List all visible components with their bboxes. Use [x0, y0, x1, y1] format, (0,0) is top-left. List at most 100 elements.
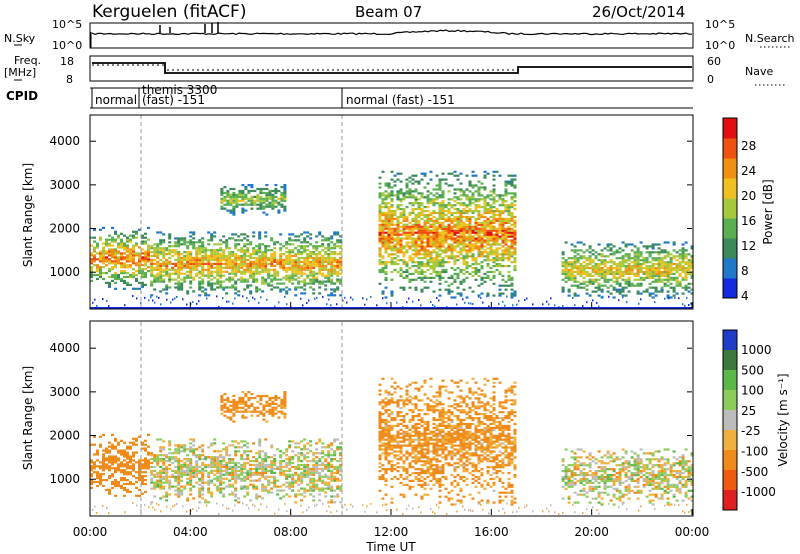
velocity-cell	[174, 493, 178, 496]
power-cell	[474, 221, 478, 224]
velocity-cell	[222, 463, 226, 467]
power-cell	[198, 245, 202, 248]
power-cell	[147, 248, 150, 251]
power-cell	[198, 241, 202, 244]
power-cell	[666, 251, 670, 254]
power-cell	[606, 290, 610, 293]
power-cell	[327, 270, 331, 273]
power-cell	[450, 172, 454, 175]
power-cell	[228, 254, 232, 258]
velocity-cell	[90, 480, 93, 484]
power-cell	[582, 265, 586, 268]
power-cell	[462, 202, 466, 205]
power-cell	[393, 174, 397, 177]
power-cell	[435, 265, 439, 268]
velocity-cell	[108, 490, 111, 493]
power-cell	[447, 219, 451, 222]
power-cell	[426, 215, 430, 219]
power-cell	[189, 231, 193, 234]
power-cell	[126, 283, 129, 286]
power-cell	[501, 200, 505, 203]
power-cell	[582, 280, 586, 283]
velocity-cell	[111, 455, 114, 458]
nave-series	[92, 64, 692, 71]
power-cell	[561, 268, 565, 272]
power-cell	[132, 262, 135, 265]
velocity-cell	[231, 458, 235, 461]
velocity-cell	[234, 495, 238, 498]
power-cell	[429, 229, 433, 232]
power-cell	[657, 278, 661, 281]
velocity-cell	[282, 489, 286, 492]
power-cell	[498, 174, 502, 177]
power-cell	[405, 231, 409, 234]
power-cell	[660, 272, 664, 275]
power-cell	[645, 251, 649, 254]
power-cell	[492, 249, 496, 252]
velocity-cell	[108, 445, 111, 448]
power-cell	[411, 229, 415, 232]
power-cell	[510, 182, 514, 185]
power-cell	[657, 265, 661, 268]
power-cell	[651, 251, 655, 254]
power-cell	[189, 251, 193, 254]
velocity-cell	[225, 477, 229, 480]
power-cell	[495, 241, 499, 244]
power-cell	[207, 266, 211, 269]
power-cell	[640, 298, 642, 301]
velocity-cell	[189, 448, 193, 451]
power-cell	[570, 274, 574, 277]
velocity-cell	[141, 465, 144, 468]
velocity-cell	[258, 471, 262, 474]
power-cell	[636, 249, 640, 252]
power-cell	[459, 247, 463, 250]
power-cell	[246, 247, 250, 250]
power-cell	[402, 247, 406, 250]
power-cell	[384, 196, 388, 199]
power-cell	[102, 246, 105, 249]
velocity-cell	[156, 458, 160, 461]
power-cell	[232, 213, 236, 216]
velocity-cell	[102, 433, 105, 436]
velocity-cell	[243, 444, 247, 447]
power-cell	[232, 197, 236, 200]
power-cell	[447, 210, 451, 213]
power-cell	[207, 262, 211, 265]
power-cell	[132, 258, 135, 261]
power-cell	[603, 261, 607, 264]
power-cell	[423, 225, 427, 228]
power-cell	[399, 229, 403, 232]
power-cell	[258, 243, 262, 246]
velocity-cell	[255, 463, 259, 467]
power-cell	[162, 268, 166, 271]
velocity-cell	[198, 493, 202, 496]
power-cell	[453, 296, 457, 299]
power-cell	[237, 268, 241, 271]
velocity-cell	[147, 461, 150, 464]
velocity-cell	[216, 479, 220, 482]
velocity-cell	[273, 477, 277, 480]
power-cell	[111, 256, 114, 259]
power-cell	[393, 213, 397, 217]
power-cell	[426, 286, 430, 289]
power-cell	[453, 208, 457, 211]
velocity-cell	[252, 487, 256, 490]
power-cell	[399, 200, 403, 203]
power-cell	[225, 286, 229, 289]
velocity-cell	[198, 456, 202, 459]
power-cell	[684, 257, 688, 260]
power-cell	[120, 270, 123, 273]
power-cell	[666, 274, 670, 277]
velocity-cell	[222, 487, 226, 490]
power-cell	[486, 276, 490, 279]
velocity-cell	[96, 471, 99, 474]
power-cell	[315, 253, 319, 256]
power-cell	[264, 268, 268, 271]
power-cell	[303, 292, 307, 295]
power-cell	[507, 235, 511, 238]
power-cell	[147, 256, 150, 259]
power-cell	[465, 270, 469, 274]
power-cell	[678, 249, 682, 252]
power-cell	[300, 268, 304, 271]
power-cell	[99, 228, 102, 231]
